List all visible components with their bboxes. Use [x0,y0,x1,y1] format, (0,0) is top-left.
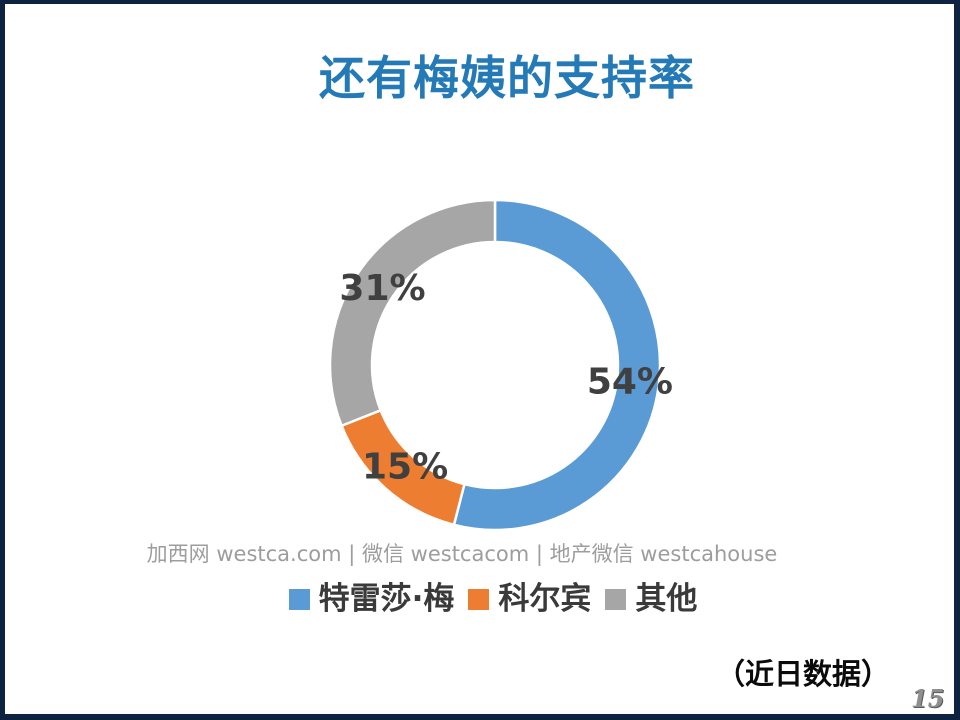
donut-data-label-2: 31% [339,268,425,309]
donut-segment-0 [452,198,662,532]
legend-swatch-orange [468,589,490,610]
data-note: （近日数据） [716,657,891,691]
donut-segment-2 [328,198,497,427]
watermark: 加西网 westca.com | 微信 westcacom | 地产微信 wes… [146,542,778,566]
legend-label-others: 其他 [635,581,698,617]
legend-swatch-gray [605,589,627,610]
legend-item-others: 其他 [605,584,697,615]
legend-label-theresa-may: 特雷莎·梅 [318,581,455,617]
donut-data-label-0: 54% [587,362,673,403]
legend-label-corbyn: 科尔宾 [498,581,592,617]
legend-item-theresa-may: 特雷莎·梅 [288,581,455,617]
slide-title: 还有梅姨的支持率 [319,51,695,105]
chart-legend: 特雷莎·梅 科尔宾 其他 [13,584,960,615]
legend-swatch-blue [288,589,310,610]
donut-data-label-1: 15% [362,447,448,488]
page-number: 15 [911,684,945,713]
donut-segment-1 [340,409,466,527]
legend-item-corbyn: 科尔宾 [468,584,591,615]
